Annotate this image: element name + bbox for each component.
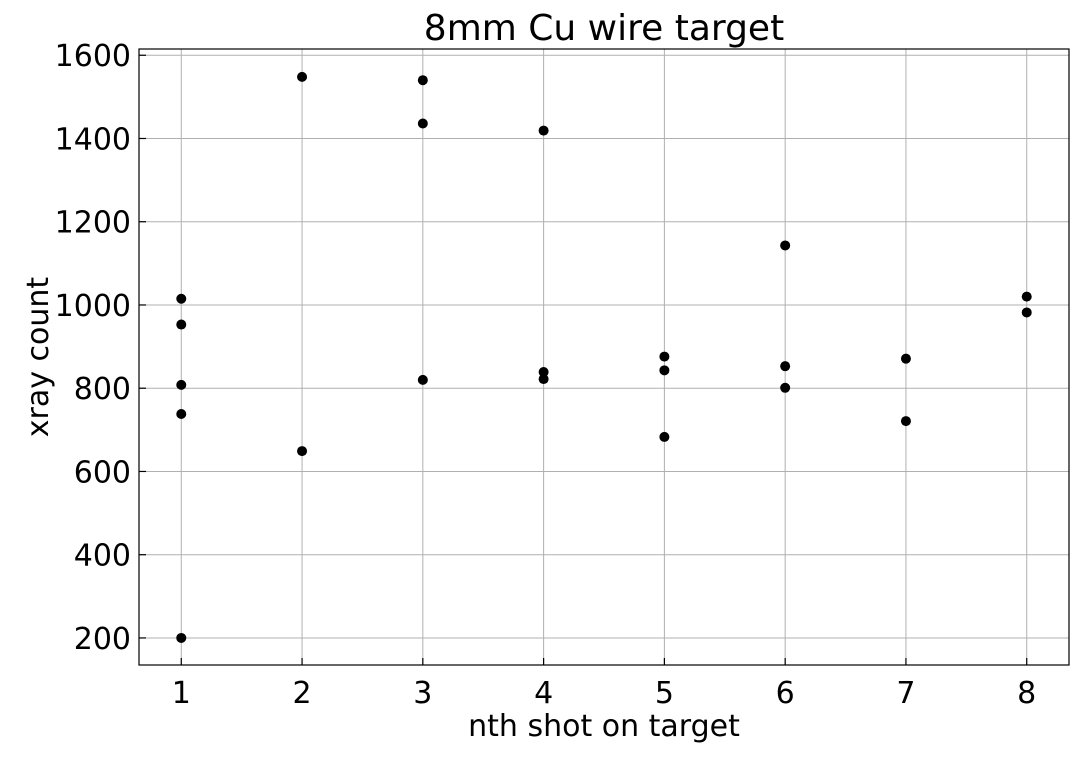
x-tick-label: 5 [655, 676, 674, 711]
data-point [297, 71, 308, 82]
data-point [538, 366, 549, 377]
y-tick-label: 800 [74, 372, 131, 407]
data-point [900, 416, 911, 427]
data-point [659, 351, 670, 362]
x-tick-label: 7 [896, 676, 915, 711]
data-point [176, 409, 187, 420]
data-point [176, 632, 187, 643]
data-point [176, 293, 187, 304]
data-point [417, 374, 428, 385]
data-point [1021, 307, 1032, 318]
data-point [900, 353, 911, 364]
chart-title: 8mm Cu wire target [424, 8, 784, 49]
x-tick-label: 8 [1017, 676, 1036, 711]
y-tick-label: 1600 [55, 39, 131, 74]
data-point [417, 118, 428, 129]
y-tick-label: 1200 [55, 206, 131, 241]
y-tick-label: 600 [74, 455, 131, 490]
data-point [1021, 291, 1032, 302]
data-point [780, 361, 791, 372]
data-point [417, 75, 428, 86]
data-point [659, 365, 670, 376]
plot-area-frame [138, 48, 1070, 666]
data-point [176, 319, 187, 330]
data-points [176, 71, 1032, 643]
x-tick-label: 6 [776, 676, 795, 711]
x-axis-label: nth shot on target [468, 709, 740, 744]
y-axis-label: xray count [21, 277, 56, 438]
y-tick-label: 400 [74, 539, 131, 574]
data-point [297, 446, 308, 457]
x-tick-label: 2 [293, 676, 312, 711]
y-tick-label: 1400 [55, 122, 131, 157]
data-point [780, 382, 791, 393]
data-point [176, 379, 187, 390]
y-tick-label: 200 [74, 622, 131, 657]
y-tick-label: 1000 [55, 289, 131, 324]
x-tick-label: 3 [413, 676, 432, 711]
x-tick-label: 1 [172, 676, 191, 711]
grid [139, 49, 1069, 665]
x-tick-label: 4 [534, 676, 553, 711]
axis-ticks: 1 2 3 4 5 6 7 8 200 400 600 800 1000 1200 1400 1600 [55, 39, 1037, 711]
data-point [538, 125, 549, 136]
data-point [538, 374, 549, 385]
data-point [780, 240, 791, 251]
data-point [659, 431, 670, 442]
